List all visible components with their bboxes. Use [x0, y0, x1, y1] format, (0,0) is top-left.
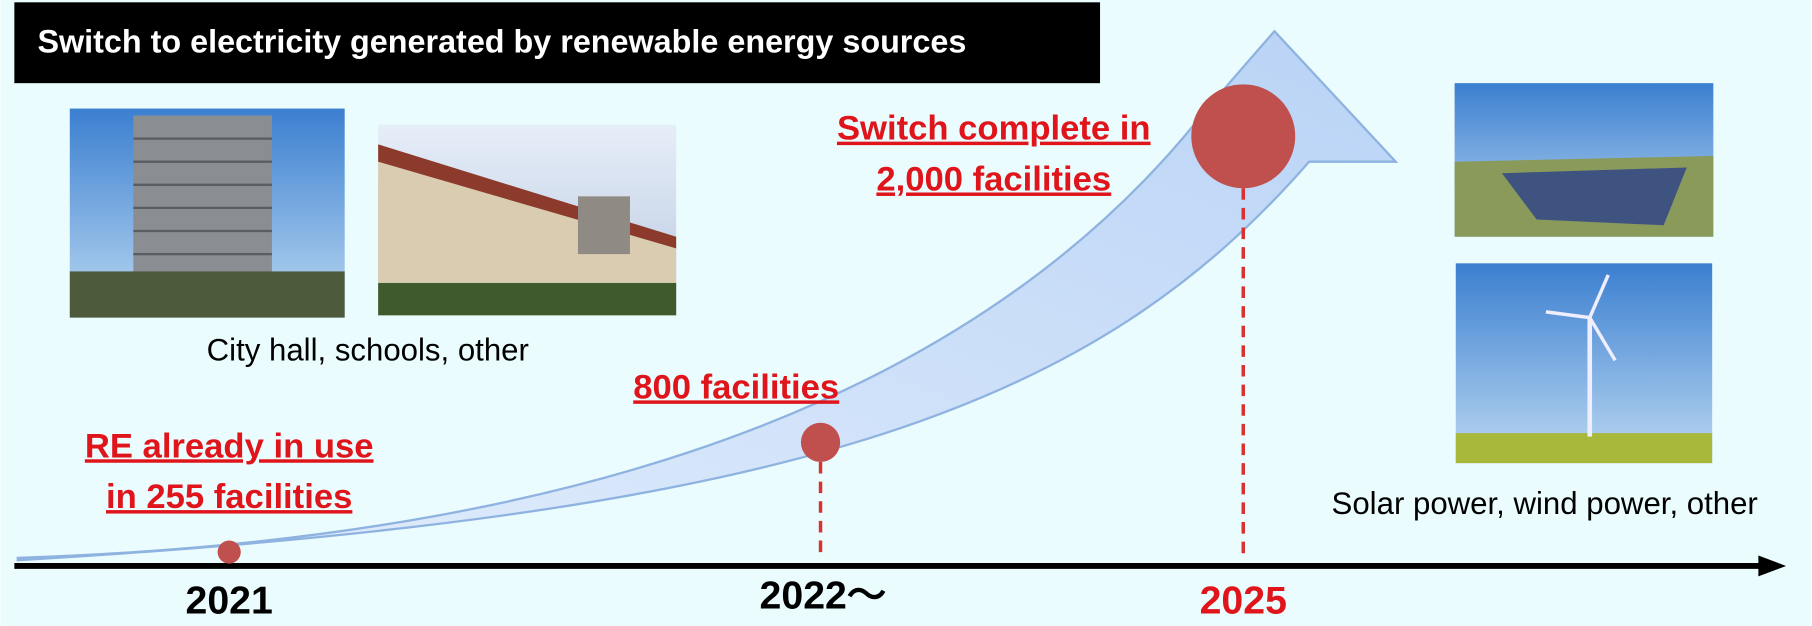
- sources-caption: Solar power, wind power, other: [1332, 486, 1758, 521]
- milestone-dot: [1191, 84, 1296, 189]
- milestone-dot: [217, 540, 241, 564]
- milestone-label: 2,000 facilities: [876, 160, 1111, 198]
- growth-arrow: [16, 29, 1399, 562]
- milestone-label: RE already in use: [85, 427, 374, 465]
- year-label: 2022～: [760, 574, 887, 618]
- milestone-label: in 255 facilities: [106, 478, 352, 516]
- title-box: [14, 2, 1101, 84]
- timeline-arrowhead: [1758, 555, 1787, 577]
- year-label: 2021: [186, 578, 273, 622]
- year-label: 2025: [1200, 578, 1287, 622]
- title: Switch to electricity generated by renew…: [37, 23, 966, 59]
- wind-photo: [1455, 263, 1713, 464]
- city-hall-photo: [69, 108, 345, 318]
- milestone-label: 800 facilities: [633, 368, 839, 406]
- milestone-label: Switch complete in: [837, 110, 1151, 148]
- solar-photo: [1454, 83, 1714, 237]
- facilities-caption: City hall, schools, other: [207, 333, 529, 368]
- milestone-dot: [800, 422, 841, 462]
- school-photo: [378, 124, 677, 316]
